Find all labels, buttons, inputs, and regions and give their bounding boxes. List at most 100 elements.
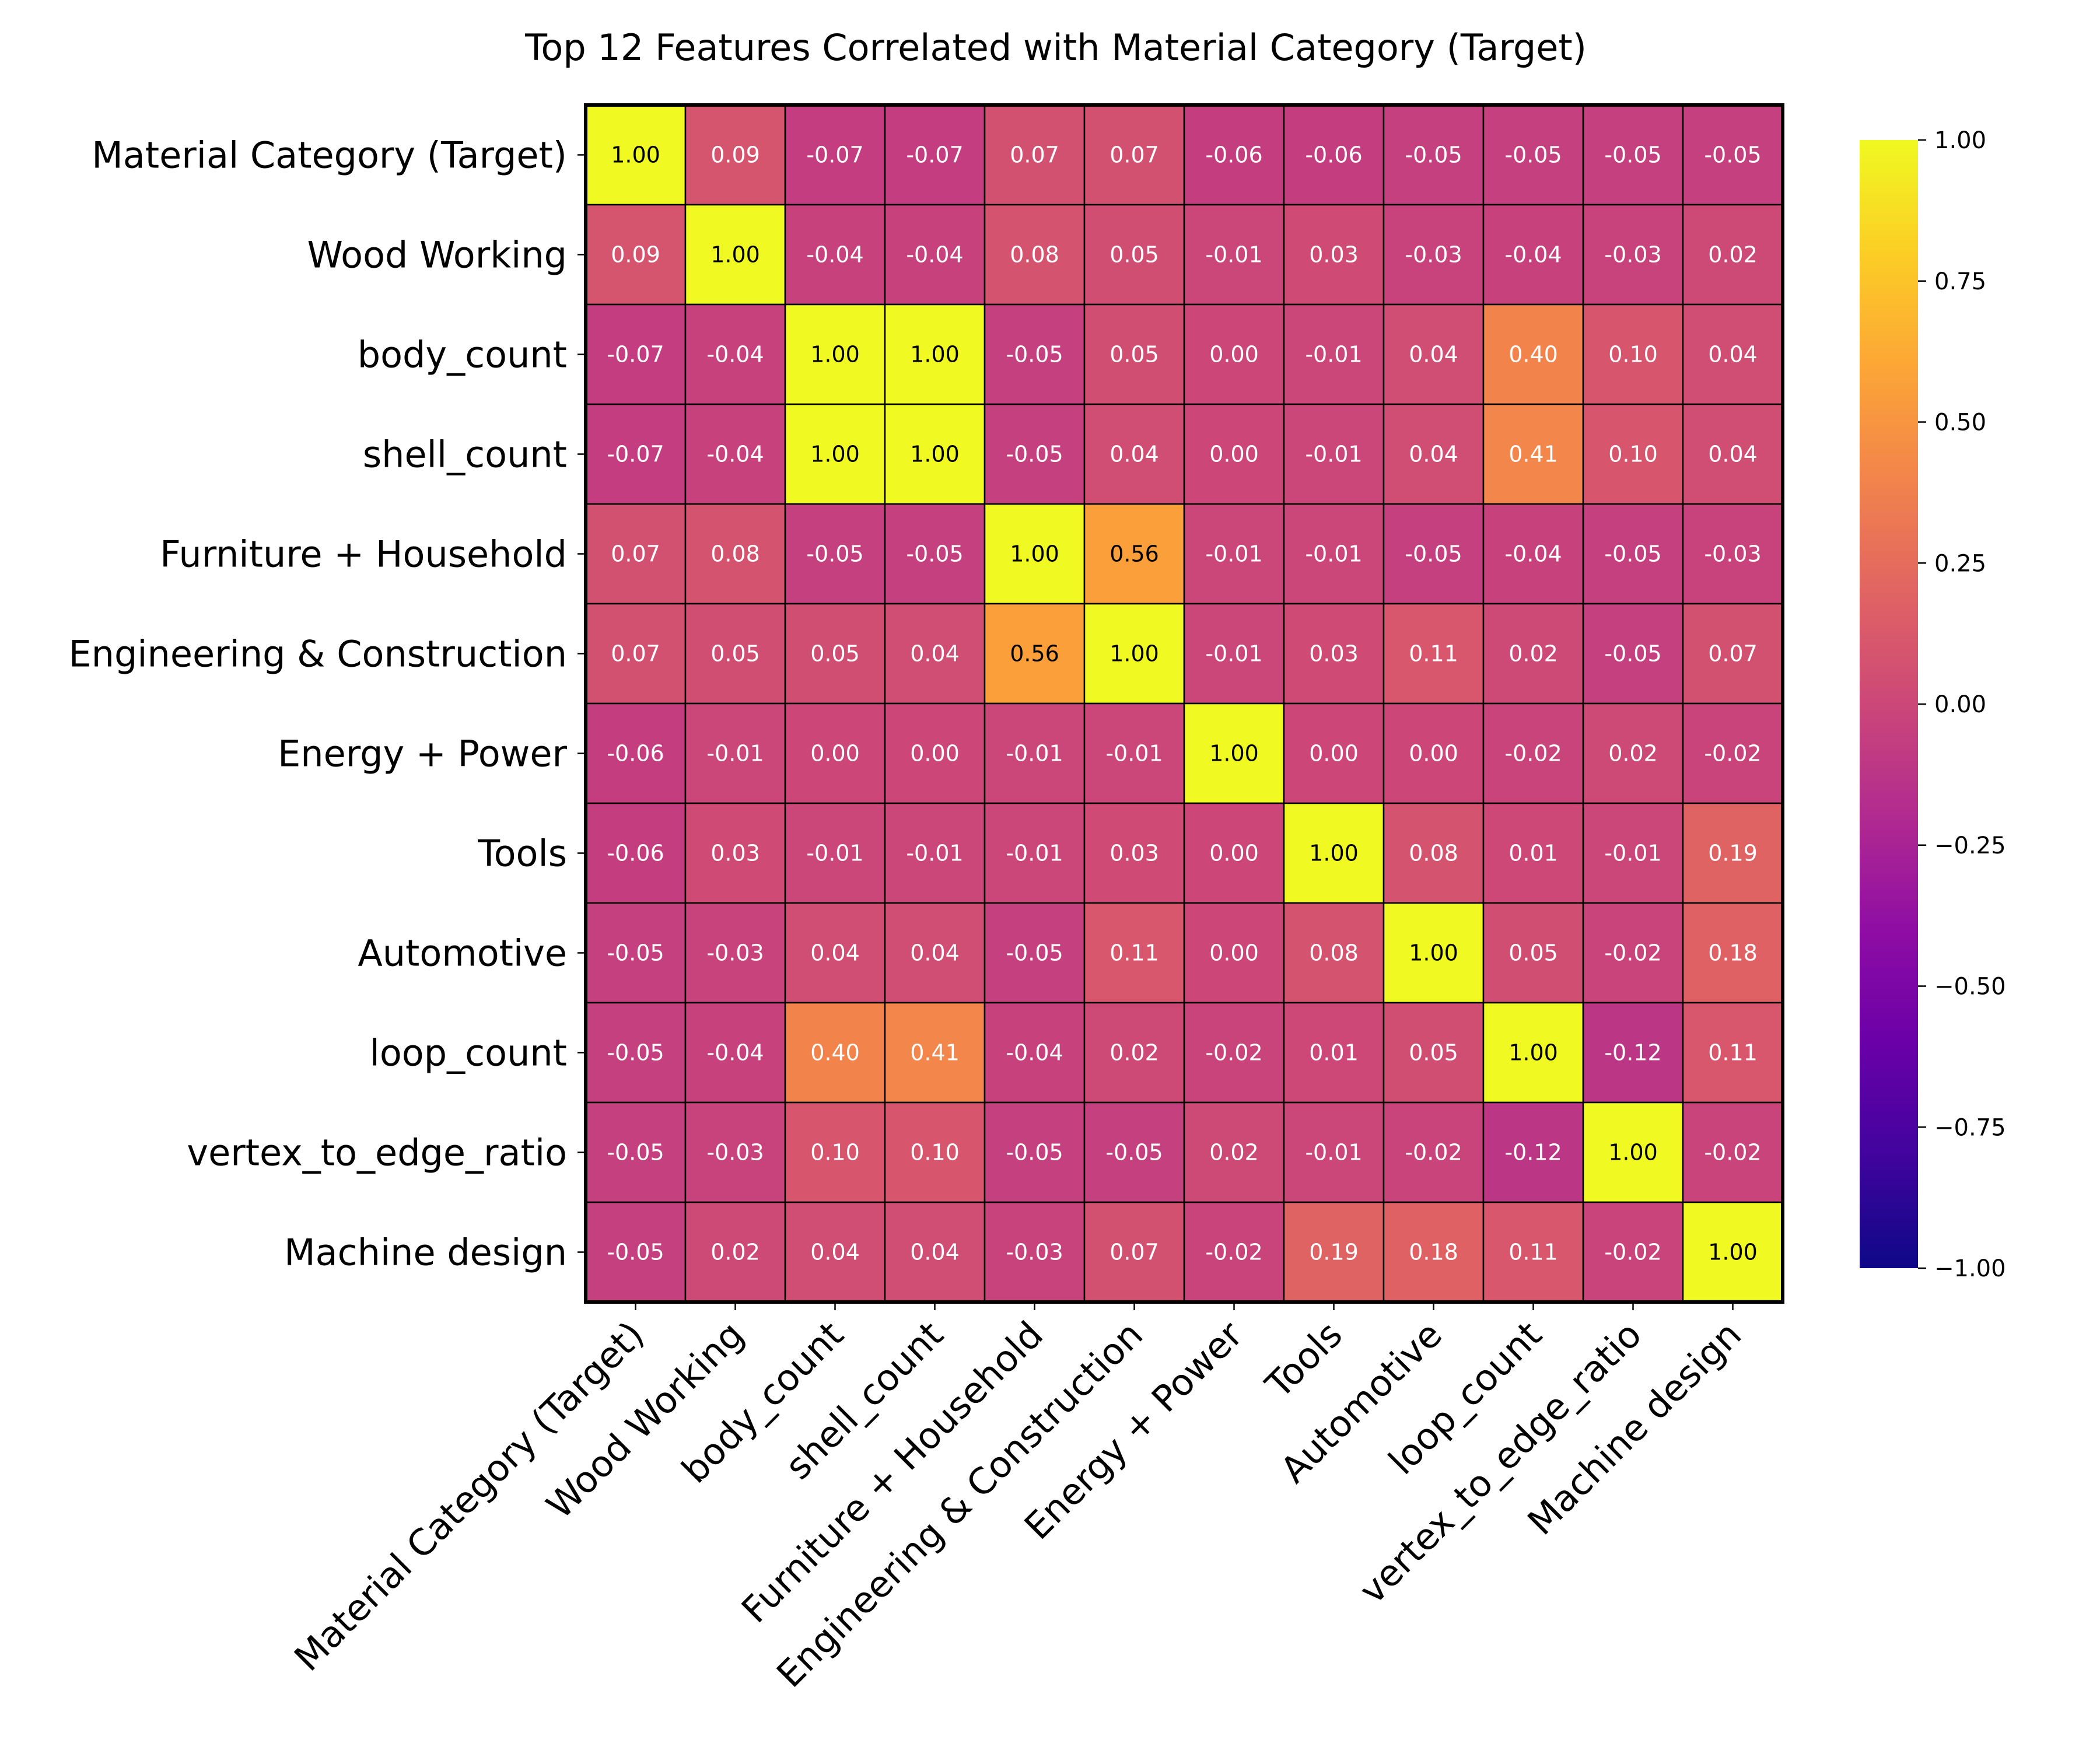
cell-value-label: -0.02: [1205, 1040, 1262, 1066]
heatmap-frame: [584, 103, 1784, 1304]
cell-value-label: 0.02: [1608, 741, 1658, 766]
heatmap-cell: [784, 503, 886, 605]
cell-value-label: 0.05: [710, 641, 760, 667]
heatmap-cell: [1682, 303, 1784, 405]
cell-value-label: 0.07: [1708, 641, 1758, 667]
heatmap-cell: [1382, 1101, 1485, 1203]
cell-value-label: 0.56: [1010, 641, 1059, 667]
cell-value-label: -0.04: [1504, 242, 1562, 268]
cell-value-label: -0.06: [607, 741, 664, 766]
heatmap-cell-labels: 1.00 0.09 -0.07 -0.07 0.07 0.07 -0.06 -0.06 -0.0…: [607, 142, 1761, 1265]
heatmap-cell: [584, 1101, 687, 1203]
colorbar-tick-label: −0.50: [1934, 974, 2006, 1000]
cell-value-label: 0.18: [1409, 1240, 1458, 1265]
heatmap-cell: [584, 303, 687, 405]
cell-value-label: 0.05: [1110, 242, 1159, 268]
cell-value-label: -0.01: [906, 841, 963, 866]
heatmap-cell: [1382, 403, 1485, 505]
heatmap-cell: [1382, 902, 1485, 1004]
x-tick-label: Engineering & Construction: [768, 1313, 1151, 1696]
heatmap-cell: [1382, 702, 1485, 804]
cell-value-label: -0.01: [1305, 342, 1362, 368]
colorbar-tick-label: −0.25: [1934, 832, 2006, 859]
cell-value-label: 0.10: [910, 1140, 960, 1166]
heatmap-cell: [1183, 1201, 1285, 1303]
heatmap-cell: [584, 902, 687, 1004]
colorbar-gradient: [1860, 140, 1918, 1268]
cell-value-label: -0.05: [1504, 142, 1562, 168]
heatmap-cell: [884, 403, 986, 505]
cell-value-label: 0.10: [1608, 342, 1658, 368]
cell-value-label: 0.10: [1608, 442, 1658, 467]
cell-value-label: 0.19: [1708, 841, 1758, 866]
heatmap-cell: [1582, 503, 1684, 605]
cell-value-label: 0.04: [810, 1240, 860, 1265]
cell-value-label: 0.04: [1110, 442, 1159, 467]
cell-value-label: 1.00: [1010, 541, 1059, 567]
cell-value-label: -0.05: [1105, 1140, 1163, 1166]
heatmap-cell: [1482, 1002, 1584, 1104]
cell-value-label: -0.01: [706, 741, 764, 766]
heatmap-cell: [1482, 1201, 1584, 1303]
cell-value-label: 0.18: [1708, 940, 1758, 966]
cell-value-label: -0.05: [1704, 142, 1761, 168]
y-axis: Material Category (Target) Wood Working bo…: [68, 134, 586, 1274]
cell-value-label: 0.01: [1309, 1040, 1359, 1066]
cell-value-label: -0.05: [906, 541, 963, 567]
cell-value-label: 0.05: [1110, 342, 1159, 368]
heatmap-cell: [1183, 503, 1285, 605]
cell-value-label: -0.01: [1105, 741, 1163, 766]
heatmap-cell: [1682, 1101, 1784, 1203]
heatmap-cell: [884, 902, 986, 1004]
heatmap-cell: [1083, 1101, 1185, 1203]
cell-value-label: 0.40: [1508, 342, 1558, 368]
cell-value-label: -0.03: [1704, 541, 1761, 567]
cell-value-label: 0.08: [1409, 841, 1458, 866]
cell-value-label: -0.07: [906, 142, 963, 168]
y-tick-label: Machine design: [284, 1231, 567, 1274]
cell-value-label: 0.11: [1110, 940, 1159, 966]
y-tick-label: vertex_to_edge_ratio: [187, 1132, 567, 1174]
cell-value-label: -0.01: [1205, 541, 1262, 567]
cell-value-label: -0.05: [607, 1140, 664, 1166]
heatmap-cell: [684, 1002, 786, 1104]
cell-value-label: -0.01: [1205, 641, 1262, 667]
heatmap-cells: [584, 104, 1784, 1303]
x-tick-label: Tools: [1257, 1313, 1350, 1406]
cell-value-label: 0.03: [1110, 841, 1159, 866]
cell-value-label: 0.05: [1508, 940, 1558, 966]
cell-value-label: 0.00: [1209, 342, 1259, 368]
cell-value-label: -0.02: [1604, 1240, 1661, 1265]
cell-value-label: 0.08: [1309, 940, 1359, 966]
heatmap-cell: [784, 1201, 886, 1303]
colorbar-tick-label: −0.75: [1934, 1114, 2006, 1141]
heatmap-cell: [1183, 802, 1285, 904]
cell-value-label: -0.03: [1006, 1240, 1063, 1265]
y-tick-label: Automotive: [358, 932, 567, 975]
cell-value-label: 0.03: [1309, 242, 1359, 268]
cell-value-label: 0.04: [1409, 442, 1458, 467]
y-tick-label: Furniture + Household: [160, 533, 567, 576]
cell-value-label: -0.06: [1205, 142, 1262, 168]
cell-value-label: -0.03: [706, 1140, 764, 1166]
heatmap-cell: [884, 1002, 986, 1104]
cell-value-label: -0.01: [1305, 541, 1362, 567]
heatmap-cell: [1482, 204, 1584, 306]
heatmap-cell: [884, 1101, 986, 1203]
heatmap-cell: [984, 204, 1086, 306]
cell-value-label: 0.02: [1708, 242, 1758, 268]
cell-value-label: 1.00: [810, 442, 860, 467]
cell-value-label: 0.02: [1209, 1140, 1259, 1166]
cell-value-label: -0.05: [806, 541, 863, 567]
heatmap-cell: [1482, 603, 1584, 705]
heatmap-cell: [684, 902, 786, 1004]
heatmap-cell: [984, 503, 1086, 605]
heatmap-cell: [584, 104, 687, 206]
heatmap-cell: [1582, 1201, 1684, 1303]
cell-value-label: 0.08: [710, 541, 760, 567]
cell-value-label: -0.04: [706, 342, 764, 368]
heatmap-cell: [984, 702, 1086, 804]
cell-value-label: -0.02: [1704, 741, 1761, 766]
y-tick-label: Tools: [477, 832, 567, 875]
